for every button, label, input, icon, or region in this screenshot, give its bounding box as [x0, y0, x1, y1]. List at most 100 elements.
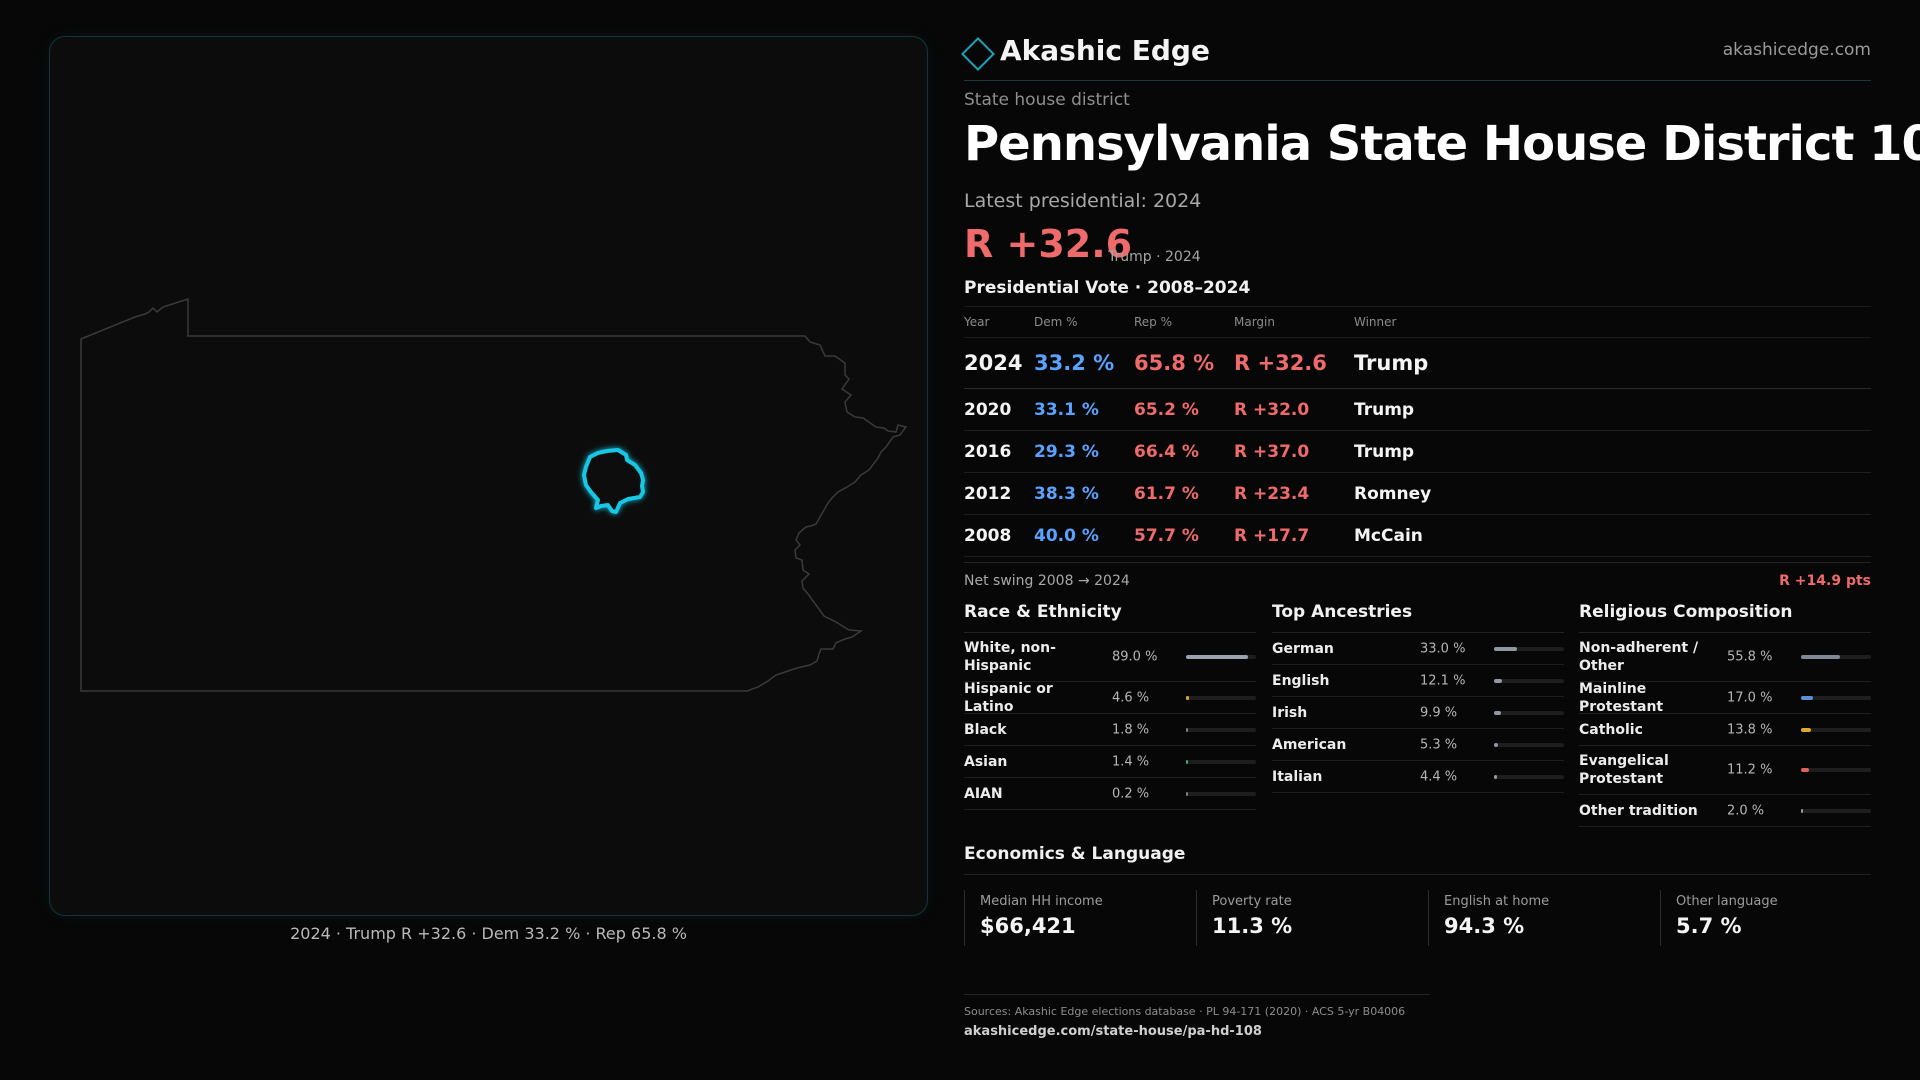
share-bar — [1801, 808, 1871, 813]
net-swing: Net swing 2008 → 2024 R +14.9 pts — [964, 562, 1871, 589]
religion-value: 2.0 % — [1727, 803, 1765, 818]
diamond-logo-icon — [961, 37, 995, 71]
share-bar-fill — [1801, 727, 1811, 732]
header-dem: Dem % — [1034, 306, 1134, 338]
cell-rep: 57.7 % — [1134, 514, 1234, 557]
cell-rep: 66.4 % — [1134, 430, 1234, 473]
share-bar-fill — [1186, 695, 1190, 700]
table-row: 2012 38.3 % 61.7 % R +23.4 Romney — [964, 472, 1871, 515]
economics-title: Economics & Language — [964, 844, 1871, 875]
ancestry-title: Top Ancestries — [1272, 602, 1564, 633]
econ-label: English at home — [1444, 894, 1550, 909]
share-bar-fill — [1494, 742, 1498, 747]
ancestry-label: English — [1272, 672, 1330, 689]
economics-cells: Median HH income $66,421 Poverty rate 11… — [964, 890, 1871, 946]
share-bar-fill — [1186, 655, 1249, 659]
econ-label: Poverty rate — [1212, 894, 1292, 909]
ancestry-value: 33.0 % — [1420, 641, 1466, 656]
demographic-row: Asian 1.4 % — [964, 746, 1256, 778]
ancestry-value: 4.4 % — [1420, 769, 1458, 784]
district-kind: State house district — [964, 90, 1130, 110]
share-bar — [1801, 695, 1871, 700]
econ-cell: Other language 5.7 % — [1660, 890, 1877, 946]
cell-winner: Romney — [1354, 472, 1871, 515]
cell-year: 2020 — [964, 388, 1034, 431]
share-bar-fill — [1801, 655, 1841, 659]
brand-url[interactable]: akashicedge.com — [1722, 40, 1871, 60]
demographic-value: 0.2 % — [1112, 786, 1150, 801]
demographic-label: White, non-Hispanic — [964, 640, 1056, 674]
econ-label: Median HH income — [980, 894, 1103, 909]
religion-row: Catholic 13.8 % — [1579, 714, 1871, 746]
cell-winner: Trump — [1354, 337, 1871, 389]
demographic-row: Black 1.8 % — [964, 714, 1256, 746]
demographic-label: Black — [964, 721, 1007, 738]
cell-margin: R +17.7 — [1234, 514, 1354, 557]
latest-margin: R +32.6 — [964, 222, 1133, 266]
cell-margin: R +23.4 — [1234, 472, 1354, 515]
econ-value: $66,421 — [980, 914, 1076, 938]
demographic-value: 1.8 % — [1112, 722, 1150, 737]
latest-detail: Trump · 2024 — [1108, 249, 1201, 265]
econ-value: 94.3 % — [1444, 914, 1525, 938]
cell-margin: R +32.6 — [1234, 337, 1354, 389]
table-row: 2016 29.3 % 66.4 % R +37.0 Trump — [964, 430, 1871, 473]
cell-dem: 33.2 % — [1034, 337, 1134, 389]
econ-cell: Median HH income $66,421 — [964, 890, 1181, 946]
religion-section: Religious Composition Non-adherent / Oth… — [1579, 602, 1871, 827]
share-bar-fill — [1186, 727, 1188, 732]
ancestry-value: 5.3 % — [1420, 737, 1458, 752]
econ-label: Other language — [1676, 894, 1778, 909]
ancestry-label: Irish — [1272, 704, 1308, 721]
ancestry-row: Italian 4.4 % — [1272, 761, 1564, 793]
race-ethnicity-title: Race & Ethnicity — [964, 602, 1256, 633]
cell-dem: 33.1 % — [1034, 388, 1134, 431]
header-margin: Margin — [1234, 306, 1354, 338]
ancestry-label: American — [1272, 736, 1347, 753]
demographic-row: White, non-Hispanic 89.0 % — [964, 633, 1256, 682]
share-bar — [1494, 710, 1564, 715]
share-bar-fill — [1494, 646, 1518, 651]
presidential-vote-table: Year Dem % Rep % Margin Winner 2024 33.2… — [964, 306, 1871, 557]
brand-header: Akashic Edge akashicedge.com — [961, 32, 1871, 81]
religion-label: Other tradition — [1579, 802, 1698, 819]
cell-rep: 65.2 % — [1134, 388, 1234, 431]
latest-presidential-label: Latest presidential: 2024 — [964, 190, 1202, 212]
ancestry-section: Top Ancestries German 33.0 % English 12.… — [1272, 602, 1564, 793]
cell-margin: R +37.0 — [1234, 430, 1354, 473]
ancestry-label: German — [1272, 640, 1334, 657]
cell-year: 2024 — [964, 337, 1034, 389]
table-row: 2020 33.1 % 65.2 % R +32.0 Trump — [964, 388, 1871, 431]
share-bar — [1494, 678, 1564, 683]
cell-dem: 40.0 % — [1034, 514, 1134, 557]
share-bar — [1494, 646, 1564, 651]
econ-value: 11.3 % — [1212, 914, 1293, 938]
demographic-label: AIAN — [964, 785, 1003, 802]
cell-year: 2012 — [964, 472, 1034, 515]
religion-value: 13.8 % — [1727, 722, 1773, 737]
ancestry-value: 12.1 % — [1420, 673, 1466, 688]
ancestry-row: German 33.0 % — [1272, 633, 1564, 665]
district-map — [80, 297, 908, 692]
share-bar — [1801, 727, 1871, 732]
religion-value: 17.0 % — [1727, 690, 1773, 705]
econ-cell: Poverty rate 11.3 % — [1196, 890, 1413, 946]
share-bar-fill — [1801, 808, 1803, 813]
share-bar-fill — [1494, 710, 1501, 715]
cell-winner: Trump — [1354, 430, 1871, 473]
ancestry-value: 9.9 % — [1420, 705, 1458, 720]
demographic-value: 89.0 % — [1112, 649, 1158, 665]
page-title: Pennsylvania State House District 108 — [964, 116, 1920, 172]
sources-url[interactable]: akashicedge.com/state-house/pa-hd-108 — [964, 1024, 1262, 1039]
sources-footer: Sources: Akashic Edge elections database… — [964, 994, 1430, 1039]
race-ethnicity-section: Race & Ethnicity White, non-Hispanic 89.… — [964, 602, 1256, 810]
share-bar — [1801, 655, 1871, 659]
econ-cell: English at home 94.3 % — [1428, 890, 1645, 946]
ancestry-label: Italian — [1272, 768, 1323, 785]
share-bar — [1494, 742, 1564, 747]
religion-row: Mainline Protestant 17.0 % — [1579, 681, 1871, 715]
share-bar-fill — [1186, 759, 1188, 764]
share-bar — [1186, 759, 1256, 764]
header-year: Year — [964, 306, 1034, 338]
demographic-value: 1.4 % — [1112, 754, 1150, 769]
